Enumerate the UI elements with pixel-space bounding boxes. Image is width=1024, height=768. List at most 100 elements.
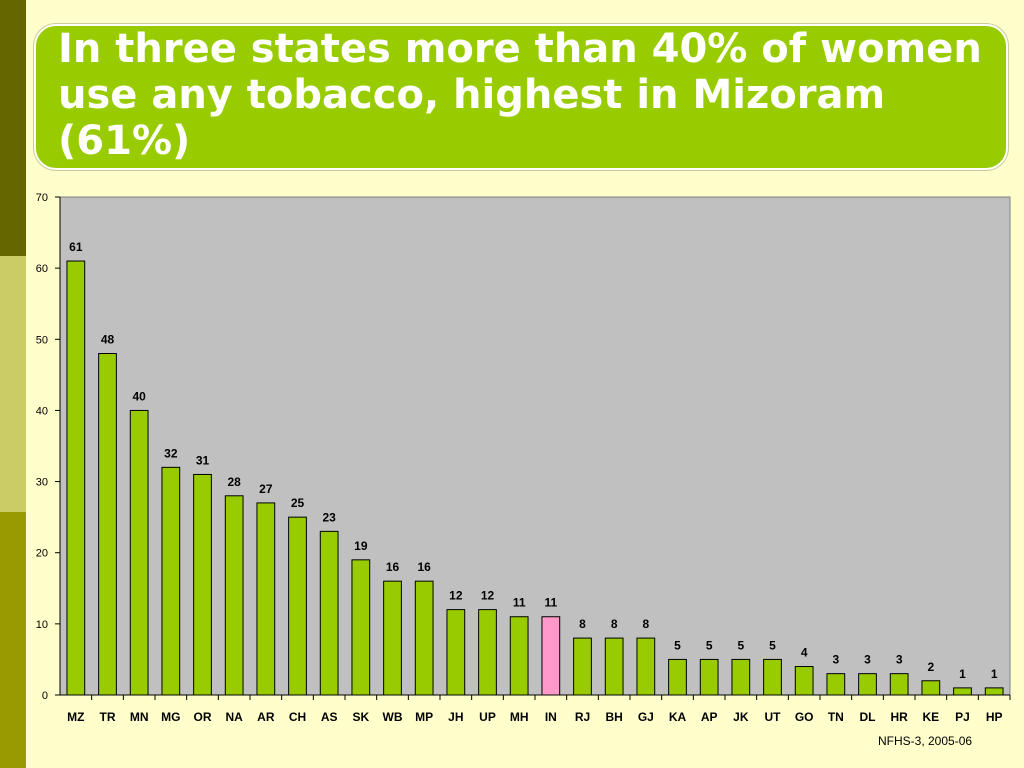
x-tick-label: AS [321, 710, 338, 724]
x-tick-label: IN [545, 710, 557, 724]
bar-tn [826, 673, 846, 696]
bar-ch [288, 516, 307, 696]
x-tick-label: HR [890, 710, 908, 724]
title-box: In three states more than 40% of women u… [34, 24, 1008, 170]
bar-sk [351, 559, 371, 696]
bar-bh [604, 637, 624, 696]
side-band-middle [0, 256, 26, 512]
bar-mz [66, 260, 86, 696]
x-tick-label: MG [161, 710, 180, 724]
x-tick-label: AP [701, 710, 718, 724]
bar-ar [256, 502, 276, 696]
data-label: 48 [101, 333, 115, 347]
y-tick-label: 30 [36, 477, 48, 489]
data-label: 16 [386, 560, 400, 574]
data-label: 4 [801, 646, 808, 660]
data-label: 16 [417, 560, 431, 574]
x-tick-label: RJ [575, 710, 590, 724]
x-tick-label: GO [795, 710, 814, 724]
bar-ut [763, 658, 782, 696]
y-tick-label: 40 [36, 405, 48, 417]
data-label: 28 [227, 475, 241, 489]
bar-ap [699, 658, 719, 696]
x-tick-label: KA [669, 710, 687, 724]
data-label: 25 [291, 496, 305, 510]
x-tick-label: MP [415, 710, 433, 724]
data-label: 11 [544, 596, 557, 610]
data-label: 3 [896, 653, 903, 667]
bar-pj [953, 687, 972, 696]
x-tick-label: NA [225, 710, 243, 724]
x-tick-label: SK [352, 710, 369, 724]
x-tick-label: HP [986, 710, 1003, 724]
x-tick-label: MH [510, 710, 529, 724]
bar-hp [984, 687, 1004, 696]
bar-mp [414, 580, 434, 696]
bar-hr [889, 673, 909, 696]
x-tick-label: MN [130, 710, 149, 724]
data-label: 1 [991, 667, 998, 681]
y-tick-label: 10 [36, 619, 48, 631]
data-label: 8 [611, 617, 618, 631]
data-label: 8 [642, 617, 649, 631]
x-tick-label: CH [289, 710, 306, 724]
source-note: NFHS-3, 2005-06 [878, 734, 973, 748]
bar-rj [573, 637, 592, 696]
bar-ka [668, 658, 687, 696]
bar-go [794, 666, 814, 696]
x-tick-label: MZ [67, 710, 84, 724]
data-label: 19 [354, 539, 368, 553]
x-tick-label: UT [765, 710, 782, 724]
data-label: 61 [69, 240, 83, 254]
data-label: 5 [674, 638, 681, 652]
data-label: 32 [164, 446, 178, 460]
bar-na [224, 495, 244, 696]
y-tick-label: 0 [42, 690, 48, 702]
data-label: 3 [832, 653, 839, 667]
data-label: 12 [449, 589, 463, 603]
x-tick-label: JH [448, 710, 463, 724]
plot-area [59, 196, 1011, 696]
data-label: 5 [737, 638, 744, 652]
y-tick-label: 60 [36, 263, 48, 275]
x-tick-label: OR [194, 710, 212, 724]
bar-wb [383, 580, 402, 696]
y-tick-label: 50 [36, 334, 48, 346]
x-tick-label: AR [257, 710, 275, 724]
data-label: 31 [196, 453, 210, 467]
bar-tr [98, 353, 117, 696]
side-band-top [0, 0, 26, 256]
y-tick-label: 20 [36, 548, 48, 560]
bar-gj [636, 637, 656, 696]
bar-ke [921, 680, 941, 696]
data-label: 3 [864, 653, 871, 667]
bar-up [478, 609, 497, 696]
data-label: 1 [959, 667, 966, 681]
side-band-bottom [0, 512, 26, 768]
x-tick-label: WB [383, 710, 403, 724]
data-label: 23 [322, 510, 336, 524]
data-label: 12 [481, 589, 495, 603]
x-tick-label: TR [100, 710, 116, 724]
x-tick-label: GJ [638, 710, 654, 724]
bar-mg [161, 466, 181, 696]
x-tick-label: JK [733, 710, 749, 724]
data-label: 27 [259, 482, 273, 496]
x-tick-label: BH [605, 710, 622, 724]
x-tick-label: DL [860, 710, 876, 724]
bar-in [541, 616, 561, 696]
bar-as [319, 530, 339, 696]
x-tick-label: TN [828, 710, 844, 724]
bar-mh [509, 616, 529, 696]
data-label: 11 [513, 596, 526, 610]
bar-dl [858, 673, 877, 696]
data-label: 5 [769, 638, 776, 652]
slide-title: In three states more than 40% of women u… [58, 26, 982, 164]
data-label: 5 [706, 638, 713, 652]
bar-jh [446, 609, 466, 696]
x-tick-label: UP [479, 710, 496, 724]
data-label: 40 [132, 389, 146, 403]
data-label: 8 [579, 617, 586, 631]
bar-mn [129, 409, 149, 696]
